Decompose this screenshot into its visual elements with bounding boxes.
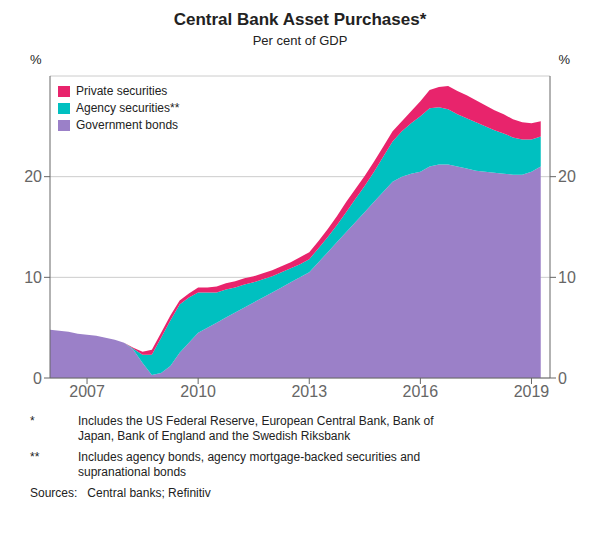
html-text:Private securities: Private securities [76, 84, 168, 98]
html-text:Agency securities**: Agency securities** [76, 101, 180, 115]
svg-text:0: 0 [558, 370, 567, 387]
html-text:Sources: Central banks; Refini: Sources: Central banks; Refinitiv [30, 486, 211, 500]
svg-text:20: 20 [24, 168, 42, 185]
svg-text:10: 10 [24, 269, 42, 286]
svg-text:2010: 2010 [180, 383, 216, 400]
svg-text:20: 20 [558, 168, 576, 185]
svg-text:2016: 2016 [403, 383, 439, 400]
svg-text:2007: 2007 [69, 383, 105, 400]
html-text:Per cent of GDP: Per cent of GDP [252, 33, 348, 48]
svg-text:0: 0 [33, 370, 42, 387]
html-text:Includes the US Federal Reserv: Includes the US Federal Reserve, Europea… [78, 414, 434, 443]
html-text:Central Bank Asset Purchases*: Central Bank Asset Purchases* [173, 10, 427, 29]
svg-text:2013: 2013 [291, 383, 327, 400]
svg-text:2019: 2019 [514, 383, 550, 400]
html-text:Government bonds: Government bonds [76, 118, 179, 132]
svg-text:10: 10 [558, 269, 576, 286]
html-text:Includes agency bonds, agency: Includes agency bonds, agency mortgage-b… [78, 450, 421, 479]
